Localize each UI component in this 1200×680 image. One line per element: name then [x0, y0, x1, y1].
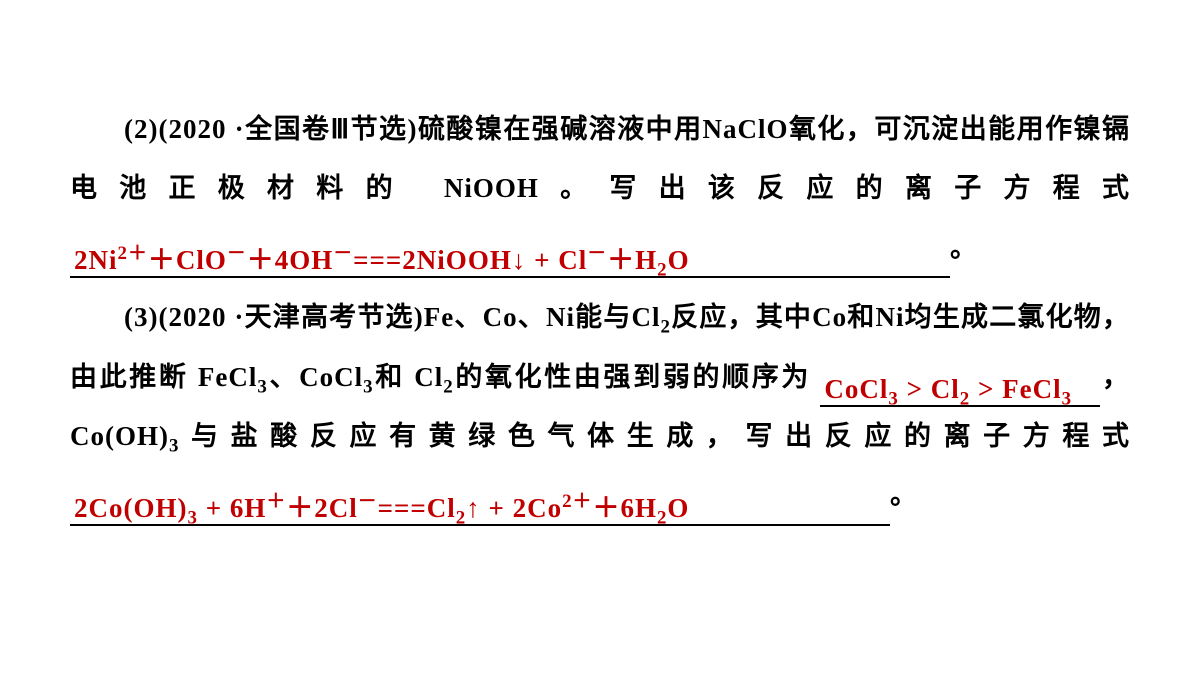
- question-2: (2)(2020 ·全国卷Ⅲ节选)硫酸镍在强碱溶液中用NaClO氧化，可沉淀出能…: [70, 100, 1130, 278]
- q2-label: (2)(2020 ·全国卷Ⅲ节选): [124, 114, 418, 144]
- q2-period: 。: [950, 233, 978, 263]
- q2-answer: 2Ni2＋＋ClO－＋4OH－===2NiOOH↓ + Cl－＋H2O: [74, 245, 690, 275]
- q3-period: 。: [890, 480, 918, 510]
- q3-label: (3)(2020 ·天津高考节选): [124, 302, 424, 332]
- q3-answer1-blank: CoCl3 > Cl2 > FeCl3: [820, 375, 1100, 407]
- q3-answer1: CoCl3 > Cl2 > FeCl3: [824, 374, 1072, 404]
- question-3: (3)(2020 ·天津高考节选)Fe、Co、Ni能与Cl2反应，其中Co和Ni…: [70, 288, 1130, 526]
- q3-answer2: 2Co(OH)3 + 6H＋＋2Cl－===Cl2↑ + 2Co2＋＋6H2O: [74, 493, 689, 523]
- q2-answer-blank: 2Ni2＋＋ClO－＋4OH－===2NiOOH↓ + Cl－＋H2O: [70, 246, 950, 278]
- q3-answer2-blank: 2Co(OH)3 + 6H＋＋2Cl－===Cl2↑ + 2Co2＋＋6H2O: [70, 494, 890, 526]
